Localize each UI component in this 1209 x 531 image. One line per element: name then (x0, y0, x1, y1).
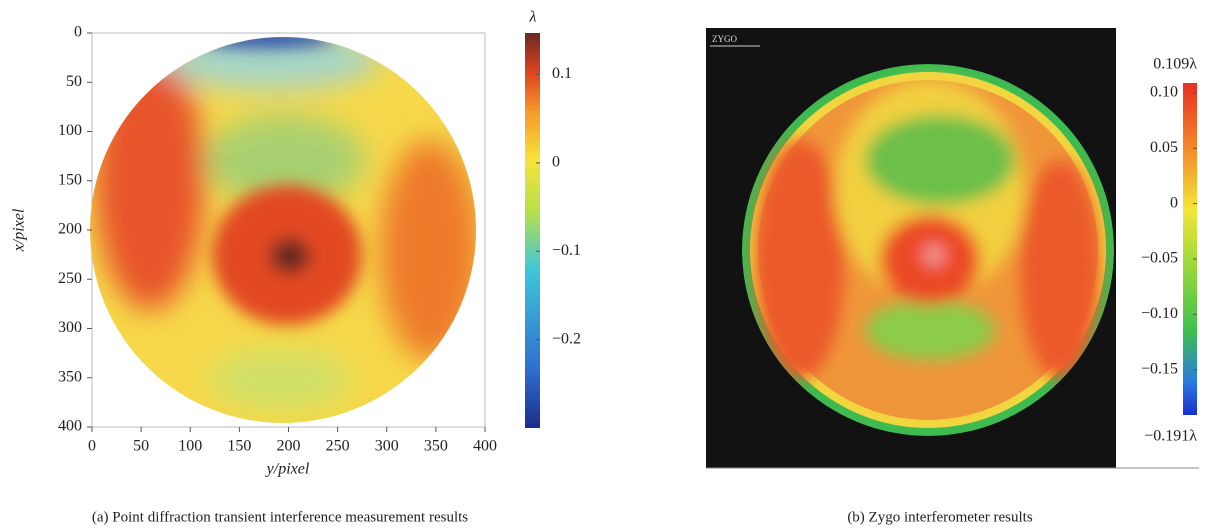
colorbar-tick-label: −0.15 (1141, 360, 1178, 377)
x-tick-label: 250 (326, 438, 350, 455)
x-tick-label: 50 (133, 438, 149, 455)
caption: (a) Point diffraction transient interfer… (92, 509, 468, 525)
x-tick-label: 100 (178, 438, 202, 455)
x-tick-label: 350 (424, 438, 448, 455)
x-axis-label: y/pixel (265, 461, 310, 478)
colorbar (1183, 83, 1197, 415)
y-tick-label: 150 (58, 171, 82, 188)
y-tick-label: 200 (58, 221, 82, 238)
heatmap-image (742, 64, 1114, 436)
logo: ZYGO (712, 34, 737, 44)
y-axis-label: x/pixel (11, 208, 28, 252)
y-tick-label: 50 (66, 73, 82, 90)
figure: λ y/pixel x/pixel (a) Point diffraction … (0, 0, 1209, 531)
colorbar-tick-label: 0.1 (552, 65, 572, 82)
y-tick-label: 0 (74, 24, 82, 41)
x-tick-label: 0 (88, 438, 96, 455)
colorbar-tick-label: −0.05 (1141, 250, 1178, 267)
colorbar-tick-label: −0.1 (552, 242, 581, 259)
colorbar-tick-label: 0.10 (1150, 84, 1178, 101)
x-tick-label: 400 (473, 438, 497, 455)
y-tick-label: 250 (58, 270, 82, 287)
x-tick-label: 150 (227, 438, 251, 455)
y-tick-label: 400 (58, 418, 82, 435)
colorbar-limit-label: 0.109λ (1153, 56, 1197, 73)
colorbar-tick-label: 0 (552, 154, 560, 171)
y-tick-label: 350 (58, 368, 82, 385)
y-tick-label: 100 (58, 122, 82, 139)
y-tick-label: 300 (58, 319, 82, 336)
colorbar-tick-label: −0.10 (1141, 305, 1178, 322)
colorbar-tick-label: 0 (1170, 194, 1178, 211)
colorbar-tick-label: 0.05 (1150, 139, 1178, 156)
colorbar-label: λ (529, 9, 537, 26)
plot-b: ZYGO (b) Zygo interferometer results (706, 28, 1199, 525)
x-tick-label: 300 (375, 438, 399, 455)
colorbar (525, 33, 540, 428)
colorbar-tick-label: −0.2 (552, 330, 581, 347)
caption: (b) Zygo interferometer results (847, 509, 1033, 525)
x-tick-label: 200 (277, 438, 301, 455)
page: {"chart_data": [ {"type": "heatmap", "ca… (0, 0, 1209, 531)
colorbar-limit-label: −0.191λ (1144, 428, 1197, 445)
